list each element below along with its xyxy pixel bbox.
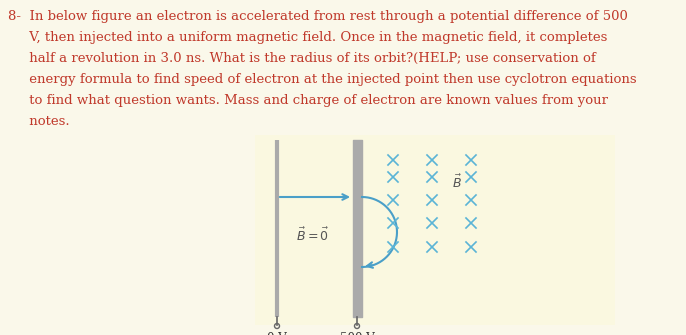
Text: V, then injected into a uniform magnetic field. Once in the magnetic field, it c: V, then injected into a uniform magnetic… — [8, 31, 607, 44]
Text: 8-  In below figure an electron is accelerated from rest through a potential dif: 8- In below figure an electron is accele… — [8, 10, 628, 23]
Text: to find what question wants. Mass and charge of electron are known values from y: to find what question wants. Mass and ch… — [8, 94, 608, 107]
Text: $\vec{B}=\vec{0}$: $\vec{B}=\vec{0}$ — [296, 226, 330, 244]
Bar — [255, 135, 615, 325]
Text: 500 V: 500 V — [340, 332, 375, 335]
Text: $\vec{B}$: $\vec{B}$ — [452, 174, 462, 191]
Text: half a revolution in 3.0 ns. What is the radius of its orbit?(HELP; use conserva: half a revolution in 3.0 ns. What is the… — [8, 52, 595, 65]
Text: energy formula to find speed of electron at the injected point then use cyclotro: energy formula to find speed of electron… — [8, 73, 637, 86]
Text: 0 V: 0 V — [267, 332, 287, 335]
Text: notes.: notes. — [8, 115, 69, 128]
